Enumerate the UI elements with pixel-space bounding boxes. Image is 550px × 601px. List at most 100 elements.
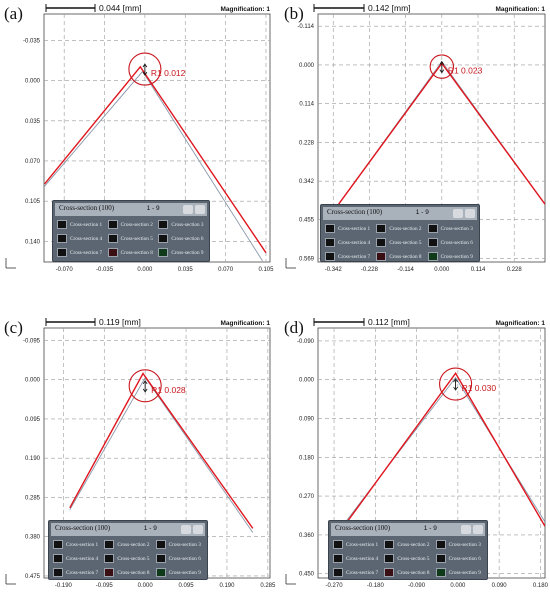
series-line-1 [69,376,254,533]
legend-title-bar: Cross-section (100) 1 - 9 [331,523,485,536]
legend-next-icon[interactable] [195,205,205,214]
legend-item-label: Cross-section 7 [346,569,379,576]
x-tick-label: 0.228 [507,267,523,273]
y-tick-label: 0.090 [299,417,315,423]
legend-item[interactable]: Cross-section 6 [435,553,481,564]
legend-item[interactable]: Cross-section 6 [158,233,203,244]
legend-item-label: Cross-section 1 [338,225,371,232]
scale-label: 0.119 [mm] [99,317,141,327]
legend-item[interactable]: Cross-section 4 [333,553,378,564]
axis-triad-icon [5,258,16,269]
legend-swatch [376,252,387,261]
legend-next-icon[interactable] [473,525,483,534]
legend-next-icon[interactable] [465,209,475,218]
y-tick-label: 0.035 [25,119,41,125]
legend-swatch [53,540,63,549]
legend-swatch [158,248,169,257]
legend-item[interactable]: Cross-section 6 [427,237,473,248]
legend-item[interactable]: Cross-section 4 [57,233,102,244]
y-tick-label: -0.114 [297,24,314,30]
legend-item[interactable]: Cross-section 1 [57,219,102,230]
legend-item[interactable]: Cross-section 8 [107,247,153,258]
legend-swatch [333,540,343,549]
legend-item-label: Cross-section 4 [66,555,99,562]
legend-item[interactable]: Cross-section 7 [325,251,370,262]
legend-item[interactable]: Cross-section 7 [53,567,98,578]
legend-item[interactable]: Cross-section 2 [376,223,421,234]
legend-item[interactable]: Cross-section 9 [435,567,481,578]
legend-item[interactable]: Cross-section 8 [376,251,421,262]
legend-prev-icon[interactable] [453,209,463,218]
legend-item[interactable]: Cross-section 4 [325,237,370,248]
legend-item[interactable]: Cross-section 6 [155,553,201,564]
legend-item[interactable]: Cross-section 3 [155,539,201,550]
magnification-label: Magnification: 1 [221,320,271,327]
legend-item[interactable]: Cross-section 9 [155,567,201,578]
legend-panel[interactable]: Cross-section (100) 1 - 9 Cross-section 1 C… [320,204,480,262]
scale-label: 0.142 [mm] [368,3,411,13]
x-tick-label: 0.000 [450,583,466,589]
radius-circle [128,52,162,86]
legend-swatch [107,234,118,243]
panel-a: (a) -0.070 -0.035 0.000 0.035 0.070 0.105 -0.03… [0,0,275,280]
x-tick-label: 0.070 [218,267,234,273]
legend-swatch [104,568,115,577]
x-tick-label: -0.114 [397,267,414,273]
legend-item-label: Cross-section 5 [397,555,430,562]
y-tick-label: 0.342 [299,179,315,185]
legend-item[interactable]: Cross-section 5 [104,553,149,564]
legend-item[interactable]: Cross-section 3 [435,539,481,550]
legend-item[interactable]: Cross-section 3 [427,223,473,234]
legend-panel[interactable]: Cross-section (100) 1 - 9 Cross-section 1 C… [328,520,488,580]
x-tick-label: 0.285 [260,583,276,589]
legend-swatch [325,252,335,261]
x-tick-label: -0.180 [367,583,385,589]
radius-annotation: R1 0.030 [462,383,497,393]
legend-item[interactable]: Cross-section 2 [104,539,149,550]
legend-panel[interactable]: Cross-section (100) 1 - 9 Cross-section 1 C… [52,200,210,262]
legend-prev-icon[interactable] [181,525,191,534]
arrow-head [142,380,148,385]
legend-item-label: Cross-section 8 [397,569,430,576]
legend-item-label: Cross-section 6 [168,555,201,562]
legend-item[interactable]: Cross-section 5 [107,233,153,244]
legend-swatch [333,554,343,563]
legend-item[interactable]: Cross-section 5 [384,553,429,564]
legend-item[interactable]: Cross-section 3 [158,219,203,230]
legend-item[interactable]: Cross-section 4 [53,553,98,564]
legend-item-label: Cross-section 3 [168,541,201,548]
y-tick-label: 0.180 [299,455,315,461]
legend-prev-icon[interactable] [461,525,471,534]
scale-label: 0.112 [mm] [368,317,410,327]
legend-swatch [53,554,63,563]
y-tick-label: 0.455 [299,218,315,224]
legend-item[interactable]: Cross-section 1 [325,223,370,234]
legend-item[interactable]: Cross-section 9 [427,251,473,262]
legend-item[interactable]: Cross-section 7 [333,567,378,578]
legend-item[interactable]: Cross-section 9 [158,247,203,258]
legend-item-label: Cross-section 9 [440,253,473,260]
legend-swatch [333,568,343,577]
legend-next-icon[interactable] [193,525,203,534]
legend-swatch [384,568,395,577]
legend-prev-icon[interactable] [183,205,193,214]
legend-item[interactable]: Cross-section 8 [104,567,149,578]
legend-item[interactable]: Cross-section 2 [384,539,429,550]
legend-title: Cross-section (100) [335,524,391,532]
legend-item[interactable]: Cross-section 2 [107,219,153,230]
x-tick-label: 0.114 [471,267,486,273]
series-line-2 [69,372,254,529]
legend-item[interactable]: Cross-section 1 [333,539,378,550]
legend-item[interactable]: Cross-section 8 [384,567,429,578]
legend-item-label: Cross-section 4 [338,239,371,246]
y-tick-label: 0.228 [299,140,315,146]
y-tick-label: 0.070 [25,159,41,165]
legend-item[interactable]: Cross-section 1 [53,539,98,550]
y-tick-label: 0.285 [25,495,41,501]
legend-page-indicator: 1 - 9 [143,525,157,532]
legend-item[interactable]: Cross-section 5 [376,237,421,248]
y-tick-label: 0.114 [299,102,314,108]
legend-swatch [376,238,387,247]
legend-panel[interactable]: Cross-section (100) 1 - 9 Cross-section 1 C… [48,520,208,580]
legend-item[interactable]: Cross-section 7 [57,247,102,258]
